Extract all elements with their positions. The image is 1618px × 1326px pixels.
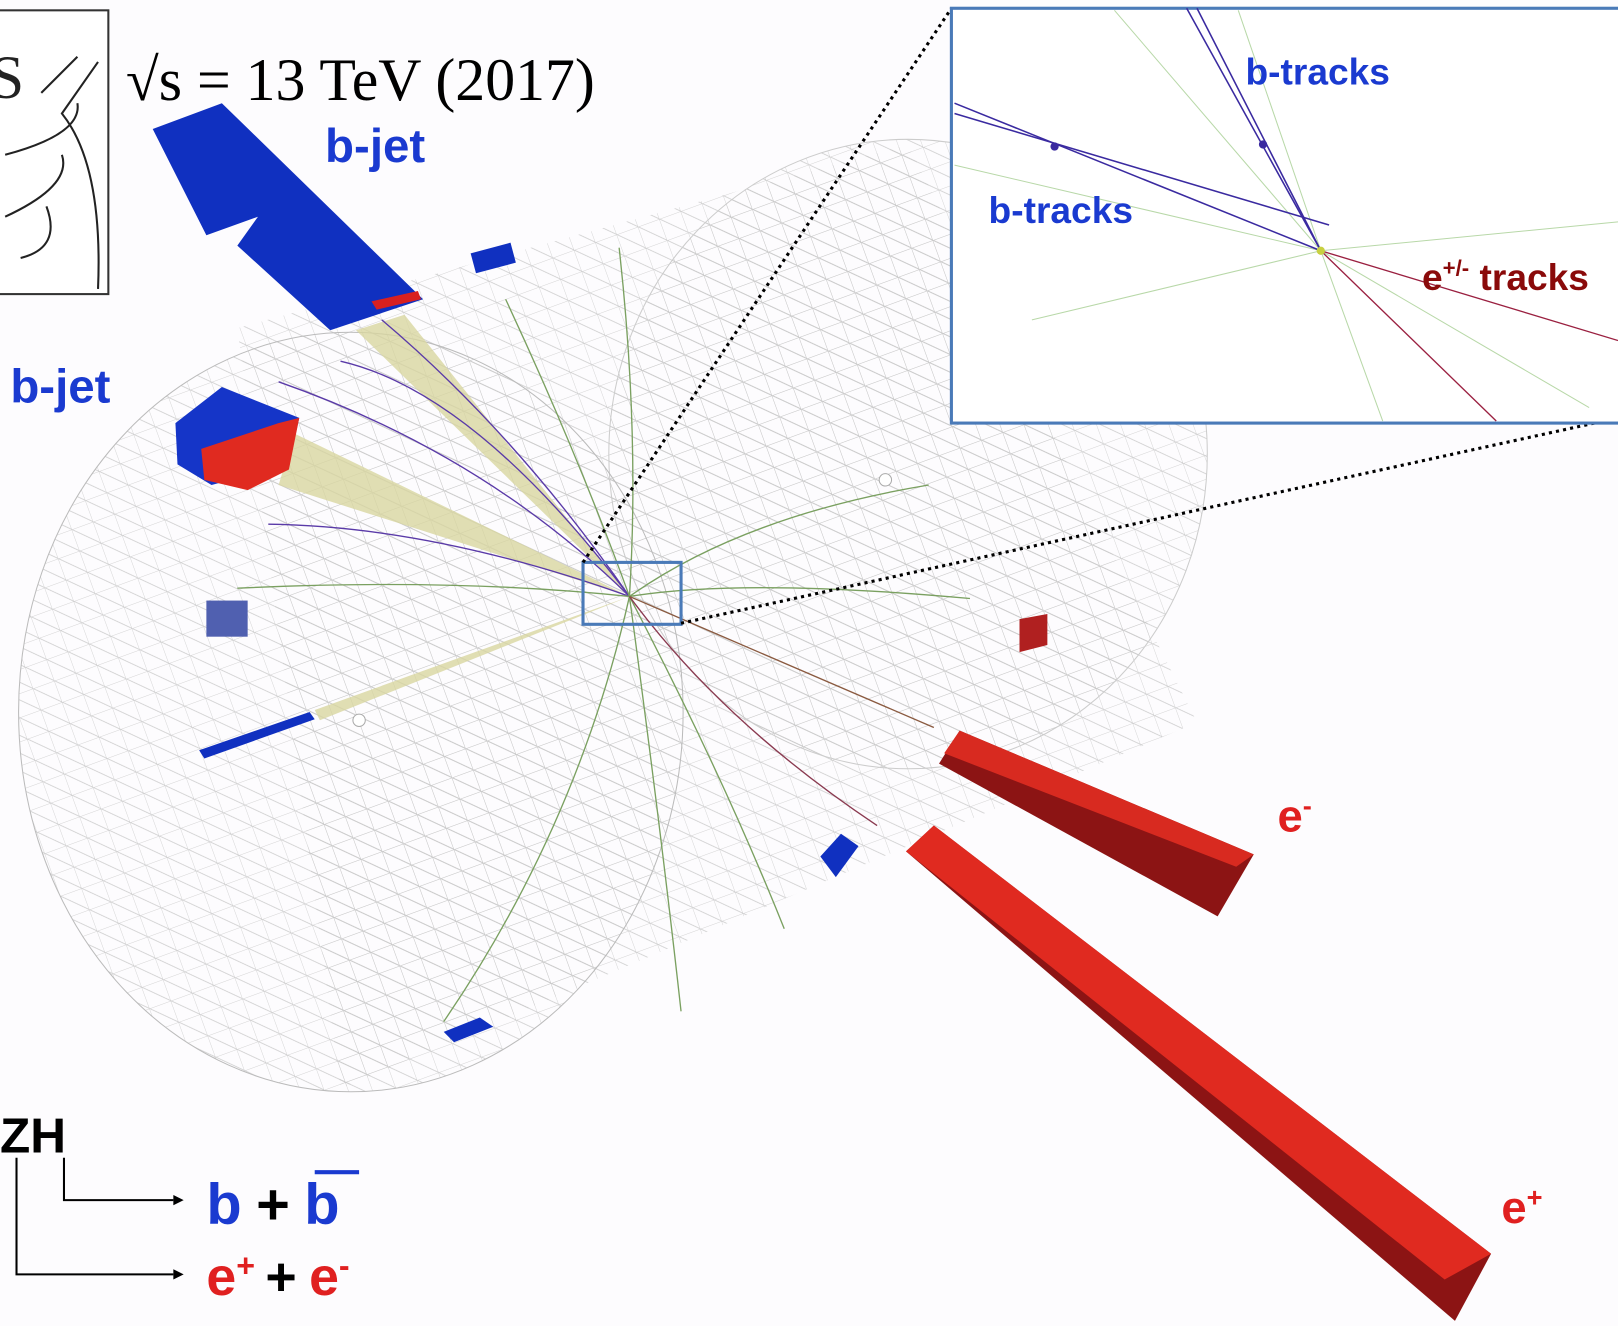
label-part: +: [256, 1173, 290, 1237]
positron-tower-face: [905, 825, 1492, 1280]
arrow-head: [173, 1269, 184, 1280]
beam-hole: [878, 473, 893, 487]
label-part: e: [206, 1247, 236, 1307]
vertex: [1258, 140, 1268, 149]
positron-label: e+: [1501, 1181, 1542, 1233]
arrow: [62, 1157, 174, 1202]
beam-hole: [352, 713, 366, 727]
label-part: +: [265, 1247, 296, 1307]
label-part: -: [1303, 790, 1312, 821]
label-part: b: [304, 1173, 339, 1237]
inset-tracks: [954, 9, 1618, 422]
deposit: [1019, 613, 1048, 653]
label-part: tracks: [1469, 256, 1589, 298]
electron-tower-face: [944, 730, 1254, 867]
zoom-line: [680, 416, 1618, 625]
zoom-box: [581, 560, 683, 626]
jet-cone: [314, 596, 630, 721]
arrow: [15, 1157, 174, 1276]
deposit: [201, 417, 300, 491]
label-part: +: [1527, 1181, 1543, 1212]
inset-label: b-tracks: [1245, 51, 1389, 93]
b-jet-tower: [152, 103, 424, 331]
decay-legend: ZH b + b e+ + e-: [0, 1109, 360, 1307]
label-part: +: [236, 1247, 255, 1283]
deposit: [371, 291, 422, 310]
logo-curves: [4, 56, 100, 289]
vertex: [1050, 142, 1059, 151]
jet-label: b-jet: [10, 360, 110, 413]
label-part: e: [309, 1247, 339, 1307]
deposit: [206, 600, 248, 637]
logo-text: S: [0, 44, 24, 112]
inset-e-track: [1320, 250, 1618, 342]
deposit: [199, 712, 315, 759]
decay-label: e+ + e-: [206, 1247, 349, 1307]
logo: S: [0, 9, 110, 296]
primary-vertex: [1316, 246, 1325, 255]
process-label: ZH: [0, 1109, 66, 1164]
inset-frame: [949, 6, 1618, 425]
label-part: b: [206, 1173, 241, 1237]
decay-label: b + b: [206, 1173, 339, 1237]
label-part: -: [339, 1247, 350, 1283]
zoom-line: [581, 7, 953, 564]
label-part: e: [1422, 256, 1443, 298]
arrow-head: [173, 1194, 184, 1206]
deposit: [820, 833, 859, 878]
inset-e-track: [1320, 250, 1497, 422]
inset-label: e+/- tracks: [1422, 256, 1589, 298]
jet-cone: [356, 314, 630, 597]
inset-label: b-tracks: [989, 189, 1133, 231]
label-part: e: [1501, 1182, 1526, 1233]
cylinder-front: [18, 331, 684, 1093]
energy-label: √s = 13 TeV (2017): [126, 47, 595, 113]
tracks: [237, 247, 971, 1022]
jet-cone: [278, 433, 630, 597]
label-part: +/-: [1443, 256, 1470, 281]
label-part: e: [1277, 791, 1302, 842]
logo-frame: [0, 9, 110, 296]
jet-label: b-jet: [325, 120, 425, 173]
inset-b-tracks: [954, 7, 1330, 252]
deposit: [443, 1017, 494, 1043]
inset: b-tracks b-tracks e+/- tracks: [949, 6, 1618, 425]
electron-label: e-: [1277, 790, 1311, 842]
